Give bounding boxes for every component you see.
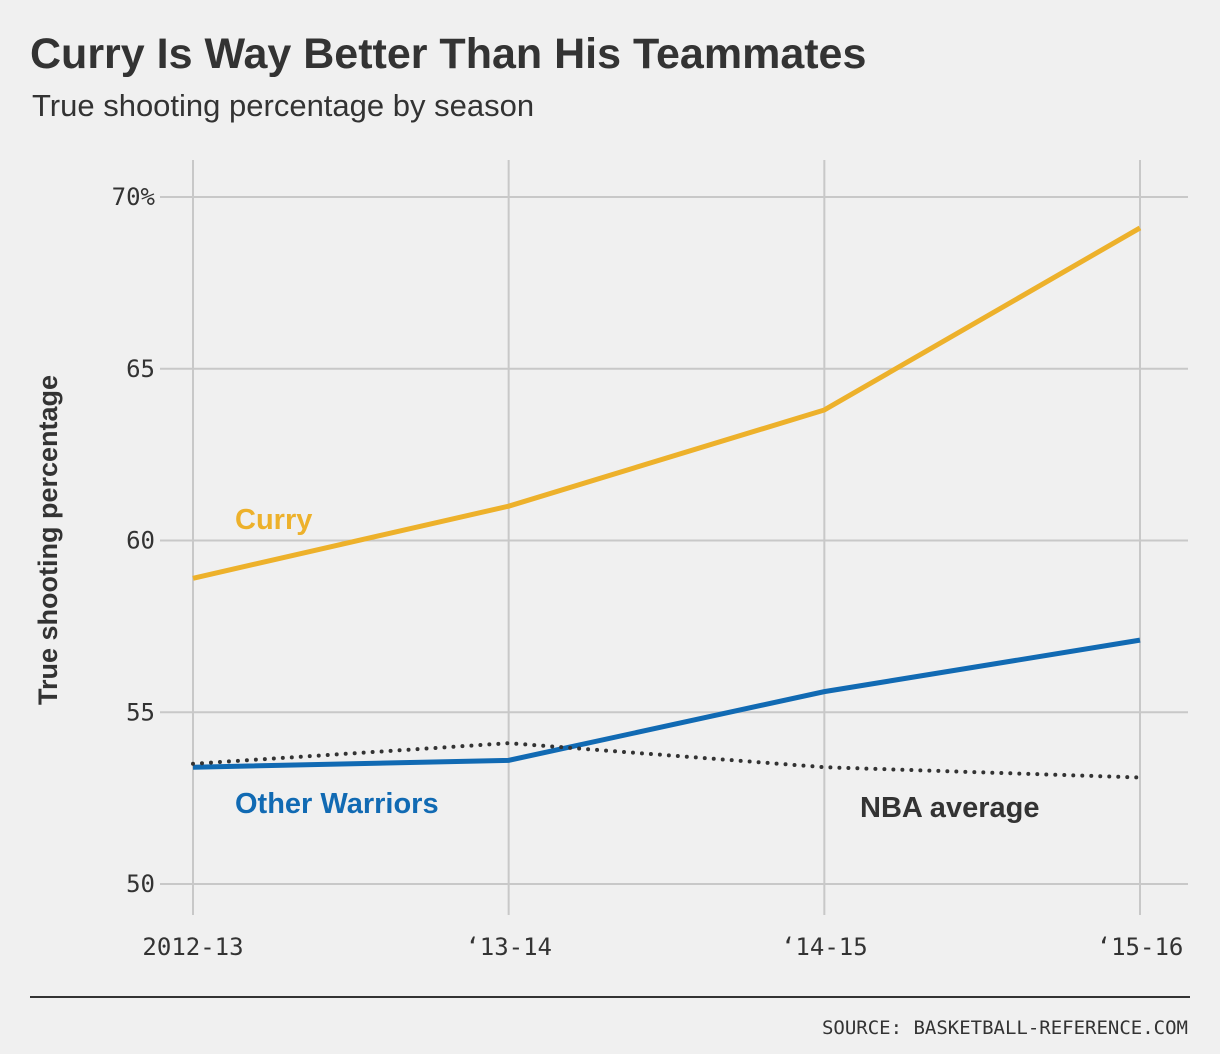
series-label: Curry xyxy=(235,504,312,536)
y-tick-label: 60 xyxy=(126,527,155,555)
series-line xyxy=(192,637,1141,770)
series-label: NBA average xyxy=(860,792,1039,824)
y-tick-label: 55 xyxy=(126,698,155,726)
series-label: Other Warriors xyxy=(235,788,439,820)
y-tick-label: 65 xyxy=(126,355,155,383)
y-tick-label: 50 xyxy=(126,870,155,898)
chart-subtitle: True shooting percentage by season xyxy=(32,88,534,123)
chart-title: Curry Is Way Better Than His Teammates xyxy=(30,30,866,78)
y-axis-label: True shooting percentage xyxy=(33,375,63,705)
source: SOURCE: BASKETBALL-REFERENCE.COM xyxy=(822,1017,1188,1039)
x-tick-label: ‘14-15 xyxy=(781,933,868,961)
x-tick-label: 2012-13 xyxy=(142,933,243,961)
series-line xyxy=(192,225,1142,581)
x-tick-label: ‘15-16 xyxy=(1097,933,1184,961)
x-tick-label: ‘13-14 xyxy=(465,933,552,961)
y-tick-label: 70% xyxy=(112,183,156,211)
series-line xyxy=(191,741,1142,780)
